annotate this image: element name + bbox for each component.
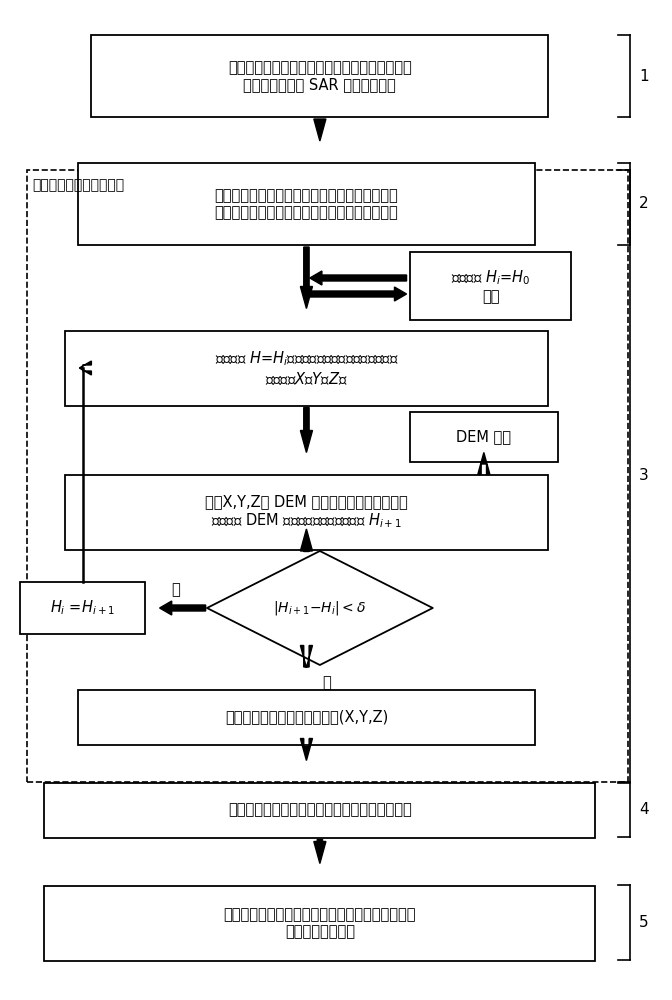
Text: 4: 4 (639, 802, 648, 818)
Bar (65, 330, 548, 406)
FancyArrow shape (300, 646, 312, 668)
FancyArrow shape (310, 287, 407, 301)
Text: 计算X,Y,Z在 DEM 数据所在坐标系的平面坐
标，提取 DEM 数据中该平面位置的高程 $H_{i+1}$: 计算X,Y,Z在 DEM 数据所在坐标系的平面坐 标，提取 DEM 数据中该平面… (205, 494, 408, 530)
FancyArrow shape (300, 738, 312, 760)
Bar (27, 170, 628, 782)
FancyArrow shape (300, 408, 312, 452)
Text: 信号反射体目标坐标计算: 信号反射体目标坐标计算 (32, 178, 124, 192)
Text: 获取反射体目标空间三维坐标(X,Y,Z): 获取反射体目标空间三维坐标(X,Y,Z) (225, 710, 388, 724)
Text: 3: 3 (639, 468, 648, 484)
Text: 5: 5 (639, 915, 648, 930)
FancyArrow shape (79, 361, 91, 375)
FancyArrow shape (314, 840, 326, 864)
FancyArrow shape (310, 271, 407, 285)
Text: 给定高程 $H_i$=$H_0$
初值: 给定高程 $H_i$=$H_0$ 初值 (451, 268, 530, 304)
Bar (78, 690, 535, 744)
Text: 建立波束面法向量矢量，构建距离方程、波束扫
描面方程以及考虑地面高程数据的地球椭球方程: 建立波束面法向量矢量，构建距离方程、波束扫 描面方程以及考虑地面高程数据的地球椭… (214, 188, 398, 220)
Text: 否: 否 (171, 582, 180, 597)
Text: 是: 是 (322, 676, 331, 690)
Text: 1: 1 (639, 69, 648, 84)
Text: 根据高程 $H$=$H_i$，建立误差方程式，迭代计算地面
点坐标（$X$，$Y$，$Z$）: 根据高程 $H$=$H_i$，建立误差方程式，迭代计算地面 点坐标（$X$，$Y… (214, 349, 398, 387)
FancyArrow shape (160, 601, 206, 615)
Text: 方位向和距离向时刻对应信号多普勒参数的计算: 方位向和距离向时刻对应信号多普勒参数的计算 (228, 802, 412, 818)
Bar (44, 886, 595, 960)
Text: 2: 2 (639, 196, 648, 212)
FancyArrow shape (300, 247, 312, 308)
FancyArrow shape (314, 119, 326, 141)
Bar (91, 35, 548, 117)
Text: 内插获取待求方位向时间对应的传感器位置、速
度、姿态，计算 SAR 天线中心位置: 内插获取待求方位向时间对应的传感器位置、速 度、姿态，计算 SAR 天线中心位置 (228, 60, 412, 92)
Bar (44, 782, 595, 838)
Text: 建立时间格网，计算格网点时间与其它时间波束中
心信号多普勒参数: 建立时间格网，计算格网点时间与其它时间波束中 心信号多普勒参数 (224, 907, 416, 939)
Text: $|H_{i+1}$$-H_i|< \delta$: $|H_{i+1}$$-H_i|< \delta$ (274, 599, 366, 617)
Bar (410, 252, 571, 320)
Polygon shape (207, 551, 433, 665)
FancyArrow shape (300, 529, 312, 552)
Text: DEM 数据: DEM 数据 (456, 430, 511, 444)
Bar (410, 412, 558, 462)
Text: $H_i$ =$H_{i+1}$: $H_i$ =$H_{i+1}$ (50, 599, 115, 617)
Bar (20, 582, 145, 634)
FancyArrow shape (478, 452, 490, 475)
Bar (78, 163, 535, 245)
Bar (65, 475, 548, 550)
